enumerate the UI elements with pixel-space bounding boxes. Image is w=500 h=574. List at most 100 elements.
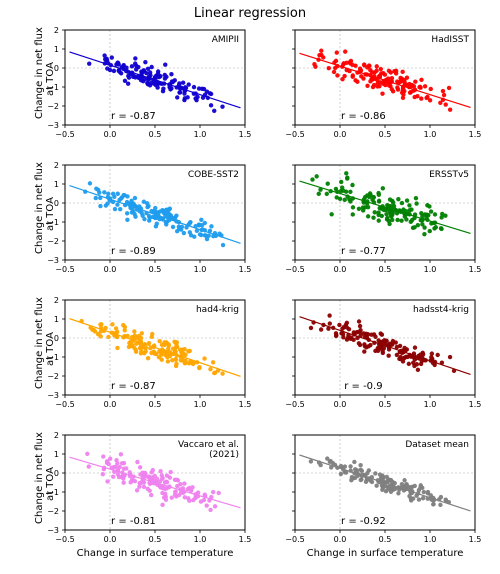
chart-panel: −0.50.00.51.01.5ERSSTv5r = -0.77 [295,165,475,260]
figure-suptitle: Linear regression [0,6,500,21]
scatter-point [170,496,174,500]
xtick-label: 0.5 [149,400,162,409]
x-axis-label: Change in surface temperature [65,548,245,559]
scatter-point [110,322,114,326]
scatter-point [448,107,452,111]
scatter-point [439,495,443,499]
scatter-point [344,171,348,175]
scatter-point [407,203,411,207]
scatter-point [351,205,355,209]
scatter-point [381,349,385,353]
scatter-point [212,371,216,375]
scatter-point [407,485,411,489]
scatter-point [125,218,129,222]
scatter-point [115,346,119,350]
scatter-point [177,493,181,497]
scatter-point [121,474,125,478]
scatter-point [122,466,126,470]
scatter-point [161,86,165,90]
panel-svg: −3−2−1012−0.50.00.51.01.5had4-krigr = -0… [36,296,264,429]
scatter-point [359,74,363,78]
scatter-point [105,66,109,70]
scatter-point [309,459,313,463]
scatter-point [115,202,119,206]
scatter-point [147,216,151,220]
scatter-point [205,503,209,507]
scatter-point [431,502,435,506]
scatter-point [343,49,347,53]
scatter-point [390,199,394,203]
scatter-point [146,356,150,360]
xtick-label: −0.5 [285,265,304,274]
scatter-point [175,95,179,99]
xtick-label: 1.0 [194,535,207,544]
scatter-point [220,371,224,375]
scatter-point [156,210,160,214]
scatter-point [159,351,163,355]
chart-panel: −3−2−1012−0.50.00.51.01.5AMIPIIr = -0.87 [65,30,245,125]
scatter-point [348,464,352,468]
scatter-point [130,64,134,68]
scatter-point [126,81,130,85]
y-axis-label: Change in net flux at TOA [34,444,56,524]
scatter-point [341,189,345,193]
scatter-point [182,98,186,102]
scatter-point [106,335,110,339]
scatter-point [209,224,213,228]
panel-svg: −3−2−1012−0.50.00.51.01.5AMIPIIr = -0.87 [36,26,264,159]
scatter-point [211,360,215,364]
scatter-point [137,484,141,488]
scatter-point [165,473,169,477]
panel-title: AMIPII [212,35,239,45]
scatter-point [166,359,170,363]
panel-title: ERSSTv5 [429,170,469,180]
scatter-point [342,74,346,78]
scatter-point [121,481,125,485]
r-value-label: r = -0.86 [341,111,386,122]
r-value-label: r = -0.92 [341,516,386,527]
scatter-point [101,472,105,476]
scatter-point [143,60,147,64]
scatter-point [186,496,190,500]
scatter-point [194,98,198,102]
scatter-point [119,452,123,456]
scatter-point [400,70,404,74]
regression-line [300,53,471,107]
scatter-point [350,183,354,187]
scatter-point [169,215,173,219]
y-axis-label: Change in net flux at TOA [34,309,56,389]
scatter-point [155,221,159,225]
scatter-point [421,496,425,500]
scatter-point [402,478,406,482]
scatter-point [425,203,429,207]
scatter-point [327,313,331,317]
xtick-label: 1.0 [194,130,207,139]
scatter-point [208,367,212,371]
scatter-point [102,53,106,57]
scatter-point [189,233,193,237]
scatter-point [387,219,391,223]
scatter-point [438,101,442,105]
r-value-label: r = -0.87 [111,381,156,392]
scatter-point [326,182,330,186]
scatter-point [439,226,443,230]
scatter-point [366,214,370,218]
scatter-point [102,190,106,194]
scatter-point [133,196,137,200]
chart-panel: −3−2−1012−0.50.00.51.01.5Vaccaro et al.(… [65,435,245,530]
scatter-point [147,475,151,479]
scatter-point [169,72,173,76]
scatter-point [156,69,160,73]
scatter-point [416,223,420,227]
scatter-point [123,328,127,332]
scatter-point [142,485,146,489]
x-axis-label: Change in surface temperature [295,548,475,559]
scatter-point [429,209,433,213]
scatter-point [309,326,313,330]
scatter-point [439,215,443,219]
xtick-label: 1.5 [239,130,252,139]
y-axis-label: Change in net flux at TOA [34,39,56,119]
scatter-point [161,209,165,213]
xtick-label: 1.0 [194,265,207,274]
xtick-label: 1.0 [424,400,437,409]
